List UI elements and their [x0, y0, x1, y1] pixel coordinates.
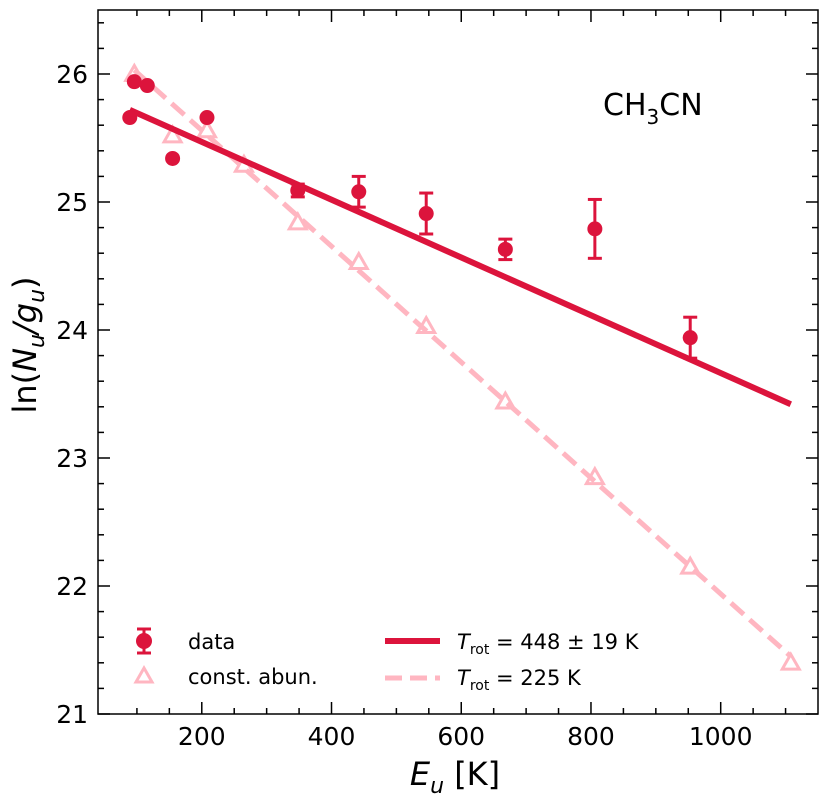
data-point — [199, 110, 215, 126]
data-point — [126, 74, 142, 90]
x-axis-title: Eu [K] — [410, 755, 500, 799]
y-tick-label: 26 — [56, 60, 88, 89]
const-abun-point — [161, 123, 184, 144]
data-point — [139, 78, 155, 94]
data-point — [497, 241, 513, 257]
fit-line-448k — [128, 107, 792, 407]
data-point — [418, 206, 434, 222]
const-abun-point — [195, 118, 219, 139]
legend-entry-fit-448: Trot = 448 ± 19 K — [385, 630, 640, 658]
y-tick-label: 21 — [56, 700, 88, 729]
plot-frame — [97, 9, 819, 715]
y-tick-label: 22 — [56, 572, 88, 601]
data-point — [351, 184, 367, 200]
data-point — [165, 150, 181, 166]
const-abun-point — [415, 314, 438, 335]
y-tick-label: 23 — [56, 444, 88, 473]
x-tick-label: 800 — [567, 722, 615, 751]
legend-fit-225-label: Trot = 225 K — [457, 666, 582, 694]
legend-const-label: const. abun. — [188, 665, 318, 689]
x-tick-label: 600 — [437, 722, 485, 751]
fit-line-225k — [132, 68, 793, 659]
data-point — [587, 221, 603, 237]
legend-fit-448-label: Trot = 448 ± 19 K — [457, 630, 640, 658]
y-tick-label: 24 — [56, 316, 88, 345]
const-abun-point — [679, 555, 702, 575]
const-abun-point — [286, 210, 309, 231]
const-abun-point — [494, 390, 517, 410]
x-tick-label: 1000 — [689, 722, 753, 751]
axes: 200 400 600 800 1000 21 22 23 24 25 26 — [56, 9, 819, 751]
const-abun-point — [779, 651, 802, 671]
data-point — [682, 330, 698, 346]
y-tick-label: 25 — [56, 188, 88, 217]
y-axis-title: ln(Nu/gu) — [6, 276, 50, 413]
x-tick-label: 400 — [308, 722, 356, 751]
legend-const-marker — [133, 664, 155, 684]
const-abun-point — [583, 465, 606, 486]
data-point — [122, 110, 138, 126]
data-point — [290, 182, 306, 198]
molecule-annotation: CH3CN — [603, 88, 703, 129]
const-abun-point — [347, 250, 370, 271]
legend-entry-data: data — [136, 627, 235, 655]
legend: data const. abun. Trot = 448 ± 19 K Trot… — [133, 627, 640, 694]
legend-entry-fit-225: Trot = 225 K — [385, 666, 582, 694]
legend-data-marker — [136, 633, 152, 649]
x-tick-label: 200 — [178, 722, 226, 751]
legend-data-label: data — [188, 630, 235, 654]
legend-entry-const: const. abun. — [133, 664, 318, 689]
plot-area — [122, 62, 802, 671]
